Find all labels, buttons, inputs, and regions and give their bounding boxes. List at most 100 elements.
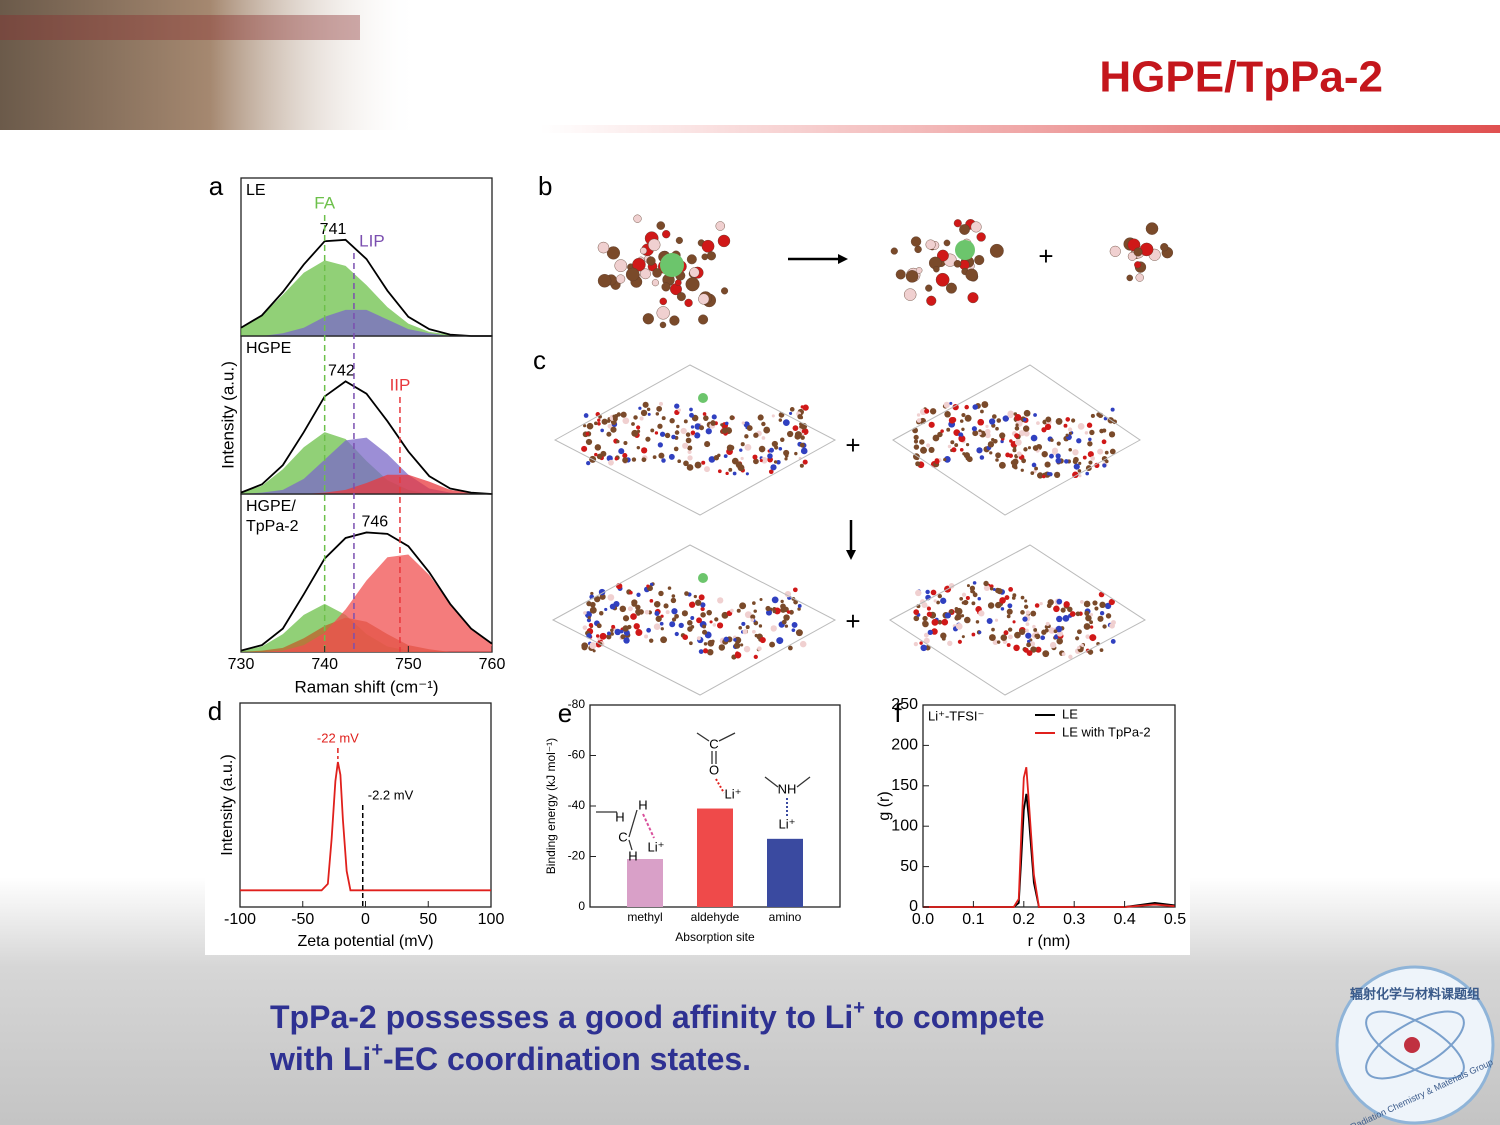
atom [1000, 439, 1004, 444]
atom [1042, 650, 1050, 658]
atom [652, 268, 662, 278]
atom [941, 618, 949, 626]
atom [931, 628, 938, 635]
atom [1029, 641, 1036, 647]
atom [665, 610, 670, 615]
atom [673, 446, 679, 452]
atom [599, 632, 607, 640]
atom [933, 599, 937, 603]
atom [1099, 601, 1106, 609]
atom [913, 641, 919, 647]
peak-label: 742 [328, 363, 355, 380]
atom [987, 441, 995, 448]
atom [599, 593, 606, 600]
atom [965, 268, 978, 282]
atom [674, 403, 680, 409]
atom [622, 625, 629, 632]
atom [633, 214, 642, 223]
atom [1044, 628, 1049, 633]
atom [695, 599, 702, 606]
atom [1102, 624, 1107, 629]
atom [663, 603, 669, 609]
atom [996, 418, 1002, 423]
atom [750, 618, 755, 622]
component-area [241, 437, 492, 494]
atom [745, 472, 749, 476]
x-tick-label: 750 [395, 656, 422, 673]
atom [1089, 612, 1094, 617]
y-tick-label: -80 [568, 697, 586, 711]
atom [1089, 625, 1094, 629]
atom [583, 611, 587, 615]
atom [983, 584, 990, 592]
atom [936, 600, 940, 605]
panel-label: b [538, 171, 552, 201]
atom [596, 623, 602, 629]
atom [903, 288, 917, 301]
atom [711, 414, 717, 420]
atom [1088, 437, 1092, 442]
atom [784, 457, 788, 461]
atom [801, 432, 805, 436]
cell [553, 364, 837, 516]
charts: 741 LE 742 HGPE 746 HGPE/TpPa-2 FA LIP IIP 730 740… [208, 171, 1186, 950]
atom [674, 430, 680, 435]
atom [689, 641, 693, 646]
atom [698, 649, 704, 654]
atom [954, 609, 959, 614]
structure-label: NH [778, 781, 797, 796]
structures [596, 732, 811, 851]
atom [752, 601, 756, 605]
atom [1079, 599, 1084, 604]
atom [978, 630, 982, 634]
structure-label: Li⁺ [779, 816, 796, 831]
atom [704, 441, 711, 448]
header-line [540, 125, 1500, 133]
atom [958, 436, 963, 440]
atom [1103, 416, 1108, 421]
atom [701, 460, 706, 465]
atom [682, 442, 689, 449]
atom [581, 445, 588, 452]
y-axis-label: Intensity (a.u.) [218, 361, 237, 469]
atom [953, 219, 962, 228]
atom [656, 221, 666, 230]
caption-line: with Li+-EC coordination states. [269, 1039, 751, 1077]
atom [919, 641, 923, 645]
atom [935, 272, 950, 287]
atom [607, 423, 613, 429]
atom [943, 401, 950, 408]
atom [964, 414, 972, 422]
atom [717, 234, 731, 248]
atom [635, 629, 643, 637]
atom [1063, 423, 1068, 428]
bar [767, 838, 803, 907]
panel-label: e [558, 698, 572, 728]
atom [1055, 457, 1062, 464]
atom [700, 602, 706, 608]
atom [1018, 430, 1025, 437]
y-tick-label: 250 [891, 696, 918, 713]
atom [681, 610, 688, 617]
atom [646, 627, 651, 633]
atom [629, 590, 633, 595]
atom [943, 457, 947, 462]
atom [979, 455, 985, 460]
atom [999, 597, 1006, 604]
atom [959, 596, 964, 601]
atom [793, 599, 798, 605]
legend-label: LE with TpPa-2 [1062, 724, 1151, 739]
atom [685, 437, 692, 444]
atom [995, 458, 999, 462]
atom [802, 404, 809, 411]
atom [1009, 439, 1013, 443]
atom [1013, 446, 1017, 450]
atom [1000, 634, 1008, 641]
atom [1046, 471, 1051, 476]
atom [961, 635, 965, 639]
atom [915, 589, 922, 597]
atom [609, 603, 616, 610]
structure-label: C [709, 736, 718, 751]
atom [646, 584, 650, 588]
